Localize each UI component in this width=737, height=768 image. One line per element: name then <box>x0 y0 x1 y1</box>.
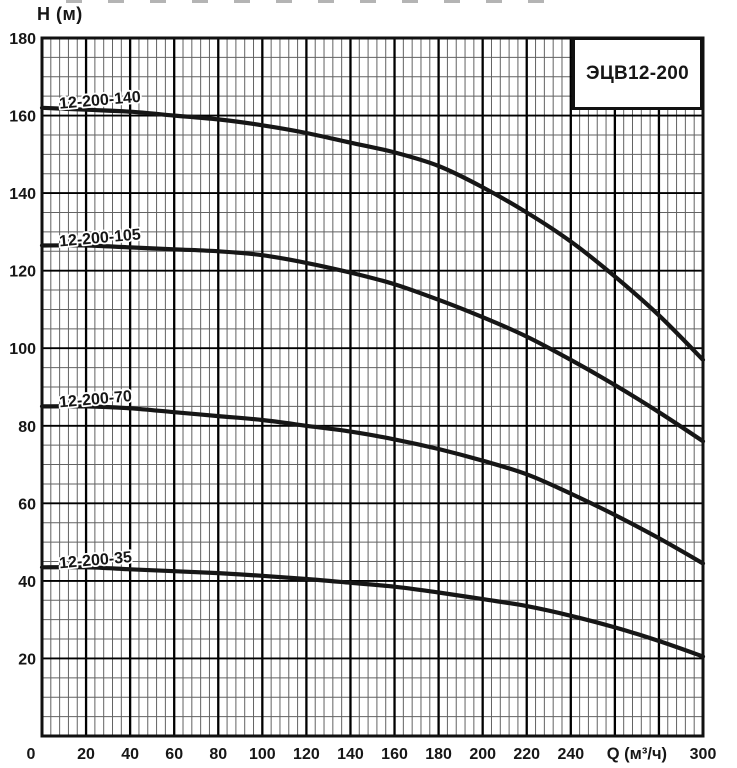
x-tick-label-180: 180 <box>425 746 452 763</box>
x-tick-label-160: 160 <box>381 746 408 763</box>
y-tick-label-180: 180 <box>9 31 36 48</box>
x-tick-label-300: 300 <box>690 746 717 763</box>
scan-artifact-line <box>66 0 566 3</box>
x-tick-label-20: 20 <box>77 746 95 763</box>
curve-12-200-70 <box>39 404 706 566</box>
y-tick-label-40: 40 <box>18 574 36 591</box>
x-tick-label-40: 40 <box>121 746 139 763</box>
y-tick-label-160: 160 <box>9 109 36 126</box>
x-tick-label-200: 200 <box>469 746 496 763</box>
x-axis-title: Q (м³/ч) <box>607 745 667 763</box>
x-tick-label-240: 240 <box>557 746 584 763</box>
plot-border <box>40 36 705 738</box>
x-tick-label-100: 100 <box>249 746 276 763</box>
x-tick-label-0: 0 <box>27 746 36 763</box>
y-tick-label-120: 120 <box>9 264 36 281</box>
x-tick-label-120: 120 <box>293 746 320 763</box>
pump-model-title-box: ЭЦВ12-200 <box>572 37 703 110</box>
x-tick-label-220: 220 <box>513 746 540 763</box>
y-tick-label-100: 100 <box>9 341 36 358</box>
y-tick-label-140: 140 <box>9 186 36 203</box>
grid-minor <box>42 38 703 736</box>
pump-model-label: ЭЦВ12-200 <box>586 62 689 84</box>
grid-major <box>42 38 703 736</box>
y-tick-label-60: 60 <box>18 496 36 513</box>
x-tick-label-60: 60 <box>165 746 183 763</box>
curve-12-200-105 <box>39 243 706 444</box>
y-tick-label-80: 80 <box>18 419 36 436</box>
x-tick-label-140: 140 <box>337 746 364 763</box>
y-tick-label-20: 20 <box>18 651 36 668</box>
x-tick-label-80: 80 <box>209 746 227 763</box>
y-axis-title: H (м) <box>37 4 83 24</box>
curve-12-200-140 <box>39 105 706 362</box>
curve-12-200-35 <box>39 565 706 659</box>
